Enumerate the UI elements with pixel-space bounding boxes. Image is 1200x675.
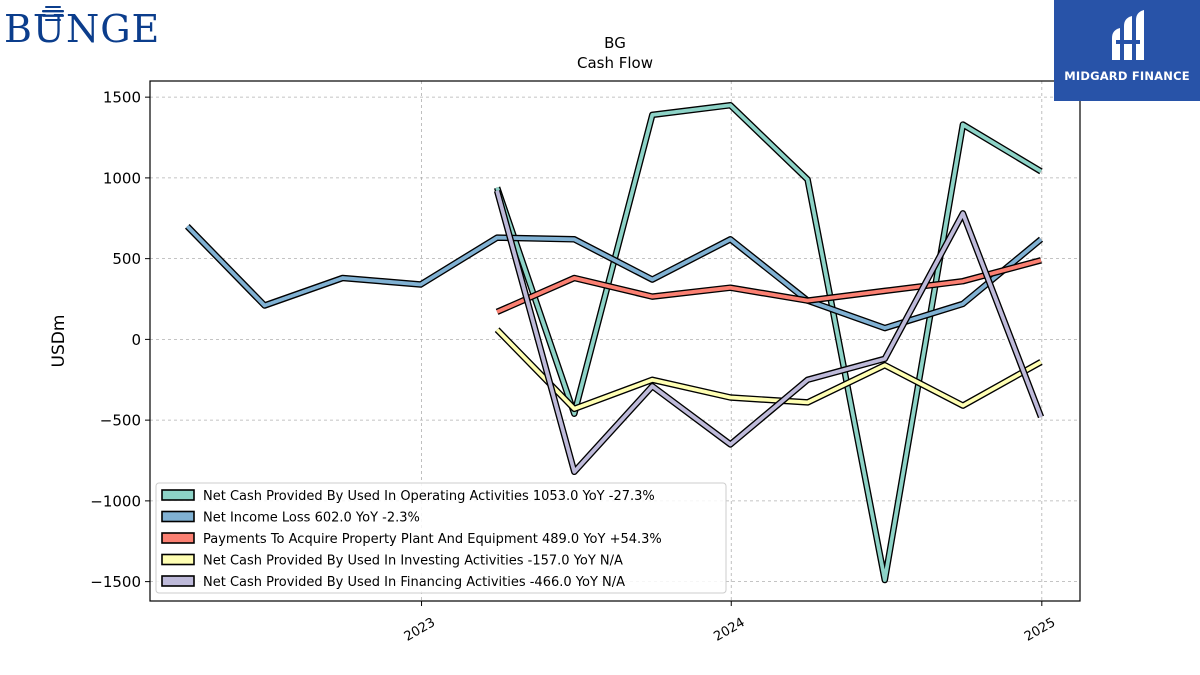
series-5-line [493, 189, 1045, 476]
x-tick-label: 2024 [711, 615, 747, 645]
legend-entry: Net Cash Provided By Used In Financing A… [161, 575, 625, 590]
y-axis-ticks: 1500 1000 500 0 −500 −1000 −1500 [90, 89, 150, 591]
legend-label: Net Income Loss 602.0 YoY -2.3% [203, 511, 420, 526]
sun-icon [42, 6, 64, 21]
series-1-line [494, 101, 1043, 584]
series-outline [493, 189, 1045, 476]
y-tick-label: 1000 [103, 169, 141, 187]
midgard-emblem-icon [1112, 10, 1144, 60]
chart-title: BG [604, 34, 626, 52]
legend-label: Net Cash Provided By Used In Financing A… [203, 575, 625, 590]
legend-entry: Payments To Acquire Property Plant And E… [161, 532, 662, 547]
legend-label: Payments To Acquire Property Plant And E… [203, 532, 662, 547]
x-tick-label: 2023 [402, 615, 438, 645]
legend: Net Cash Provided By Used In Operating A… [155, 482, 727, 594]
y-tick-label: 500 [112, 250, 141, 268]
y-tick-label: −1500 [90, 573, 141, 591]
series-3-line [495, 257, 1042, 315]
y-tick-label: 0 [131, 331, 141, 349]
series-stroke [495, 328, 1042, 411]
legend-label: Net Cash Provided By Used In Operating A… [203, 489, 655, 504]
y-tick-label: 1500 [103, 89, 141, 107]
x-tick-label: 2025 [1022, 615, 1058, 645]
x-axis-ticks: 2023 2024 2025 [402, 601, 1058, 645]
series-4-line [494, 327, 1043, 413]
bunge-wordmark: BUNGE [4, 7, 160, 48]
y-tick-label: −500 [100, 412, 141, 430]
chart-subtitle: Cash Flow [577, 54, 653, 72]
legend-swatch [161, 575, 195, 587]
legend-label: Net Cash Provided By Used In Investing A… [203, 554, 623, 569]
series-stroke [495, 190, 1043, 474]
legend-swatch [161, 532, 195, 544]
midgard-finance-wordmark: MIDGARD FINANCE [1064, 69, 1190, 83]
series-lines [184, 101, 1045, 584]
legend-swatch [161, 489, 195, 501]
legend-swatch [161, 510, 195, 523]
bunge-logo: BUNGE [4, 6, 160, 48]
series-stroke [185, 224, 1043, 331]
legend-box [155, 482, 727, 594]
y-axis-label: USDm [49, 315, 69, 368]
series-stroke [495, 103, 1042, 582]
legend-entry: Net Cash Provided By Used In Investing A… [161, 553, 623, 569]
midgard-finance-logo: MIDGARD FINANCE [1054, 0, 1200, 101]
series-2-line [184, 224, 1044, 332]
plot-frame [149, 80, 1081, 602]
legend-entry: Net Income Loss 602.0 YoY -2.3% [161, 510, 420, 526]
y-tick-label: −1000 [90, 492, 141, 510]
legend-swatch [161, 553, 195, 566]
series-stroke [496, 258, 1042, 314]
legend-entry: Net Cash Provided By Used In Operating A… [161, 489, 655, 504]
